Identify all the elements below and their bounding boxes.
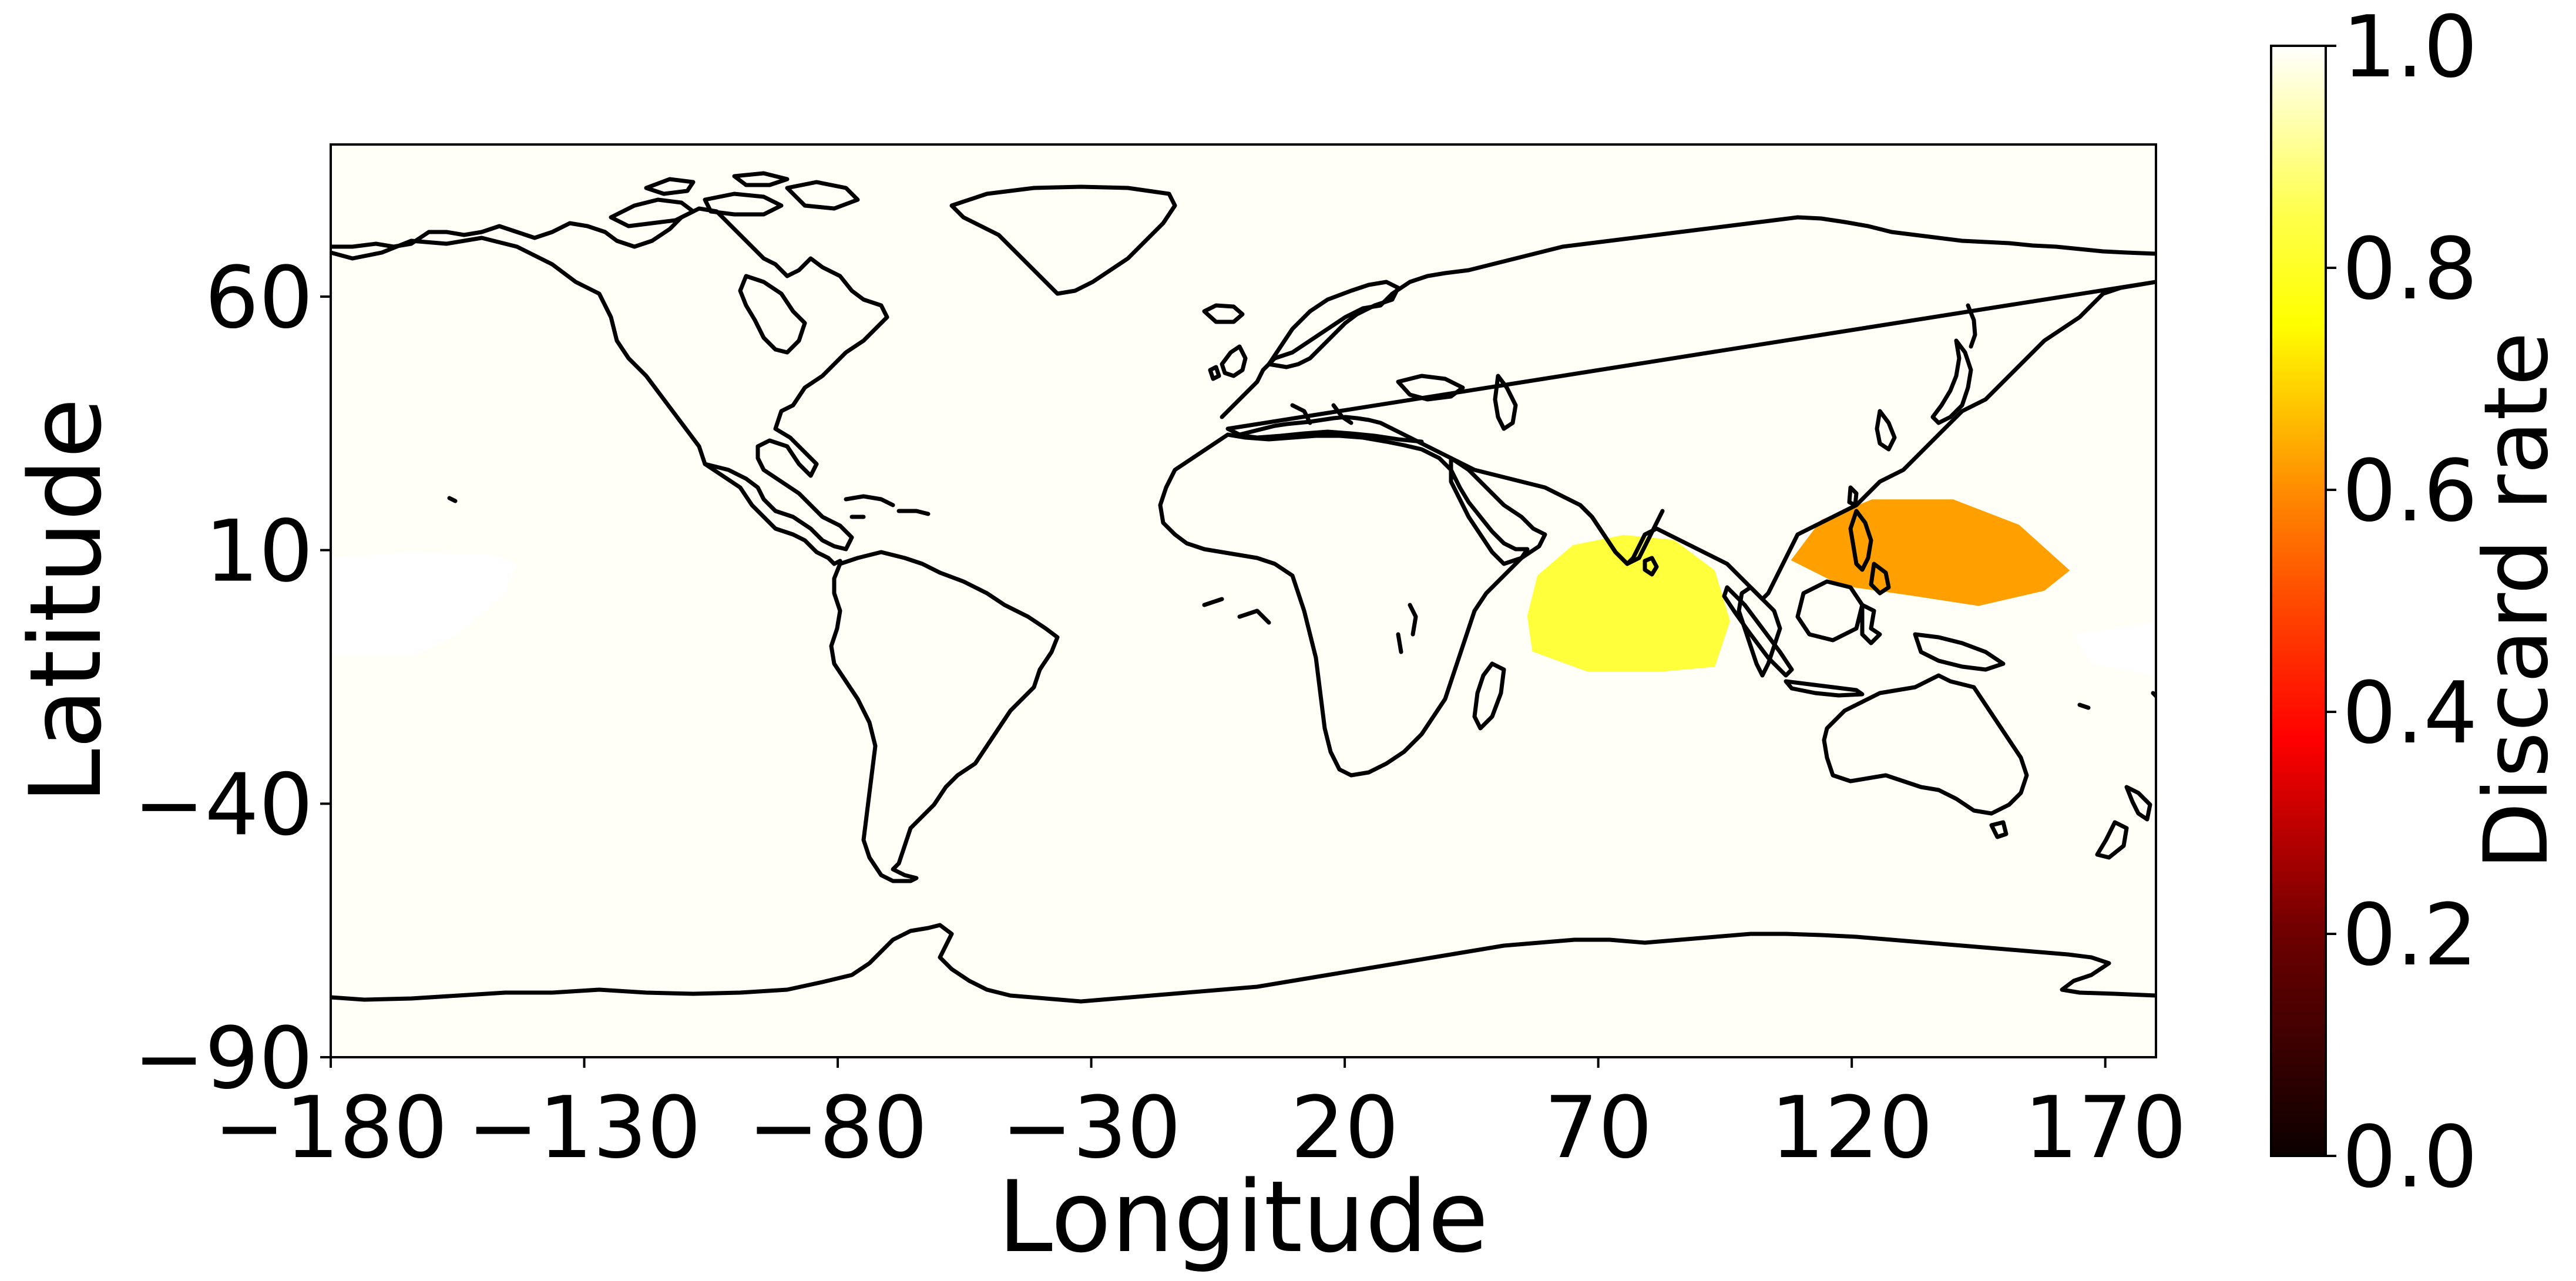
coast-africa-lakes [1202,597,1418,654]
y-axis-ticks: 60 10 −40 −90 [133,248,331,1108]
coast-arabia [1449,456,1547,566]
coast-madagascar [1472,661,1506,731]
coast-hudson-bay [738,274,807,355]
y-tick-label: 60 [204,248,313,348]
coast-borneo [1795,579,1865,643]
colorbar-tick-label: 0.6 [2342,442,2478,541]
coast-korea [1875,409,1897,452]
coast-sumatra [1722,585,1794,678]
coast-africa [1158,432,1530,778]
coast-philippines [1848,509,1891,596]
coast-new-zealand [2095,785,2152,860]
coast-australia [1822,673,2029,816]
coast-taiwan [1847,485,1859,507]
y-axis-title: Latitude [8,398,123,803]
colorbar-tick-label: 0.0 [2342,1108,2478,1207]
coast-sulawesi [1860,603,1882,645]
coast-scandinavia [1267,280,1400,369]
faint-region-east-pacific [331,552,517,657]
coast-arctic-islands [609,171,860,228]
coast-greenland [949,184,1177,296]
coast-caribbean [844,494,931,519]
y-tick-label: −40 [133,755,313,855]
coast-tasmania [1989,820,2009,839]
x-axis-ticks: −180 −130 −80 −30 20 70 120 170 [214,1057,2187,1178]
coast-indochina [1737,585,1782,678]
colorbar-title: Discard rate [2466,332,2568,870]
coast-south-america [829,550,1060,883]
coast-antarctica [331,923,2156,1004]
coastlines [331,171,2156,1004]
x-tick-label: 20 [1291,1078,1399,1178]
coast-india [1578,503,1665,566]
x-tick-label: −130 [467,1078,701,1178]
coast-japan [1930,338,1973,425]
discard-region-1 [1527,534,1730,672]
coast-sakhalin [1966,303,1977,349]
discard-regions [1527,499,2070,672]
x-tick-label: 170 [2024,1078,2187,1178]
y-tick-label: −90 [133,1009,313,1108]
plot-background [331,144,2156,1057]
x-tick-label: 70 [1544,1078,1653,1178]
colorbar-tick-label: 1.0 [2342,0,2478,97]
x-tick-label: −180 [214,1078,448,1178]
x-tick-label: −30 [1002,1078,1181,1178]
colorbar-tick-label: 0.4 [2342,664,2478,763]
discard-region-2 [1791,499,2070,606]
x-axis-title: Longitude [998,1159,1489,1275]
colorbar-tick-label: 0.2 [2342,886,2478,985]
faint-white-regions [331,552,2156,675]
coast-iceland [1202,303,1245,324]
coast-eurasia [1220,215,2156,601]
colorbar-tick-label: 0.8 [2342,220,2478,319]
x-tick-label: 120 [1771,1078,1933,1178]
plot-frame [330,143,2157,1058]
coast-british-isles [1208,344,1248,381]
x-tick-label: −80 [748,1078,928,1178]
coast-black-sea [1396,374,1465,402]
coast-central-america [703,462,842,566]
coast-caspian [1493,374,1518,431]
faint-region-south-pacific [2074,623,2156,675]
coast-north-america [331,206,889,552]
coast-java [1784,679,1865,698]
coast-sri-lanka [1643,556,1659,577]
colorbar [2270,45,2327,1157]
y-tick-label: 10 [204,502,313,601]
colorbar-ticks: 0.0 0.2 0.4 0.6 0.8 1.0 [2326,0,2478,1207]
coast-new-guinea [1913,632,2006,672]
